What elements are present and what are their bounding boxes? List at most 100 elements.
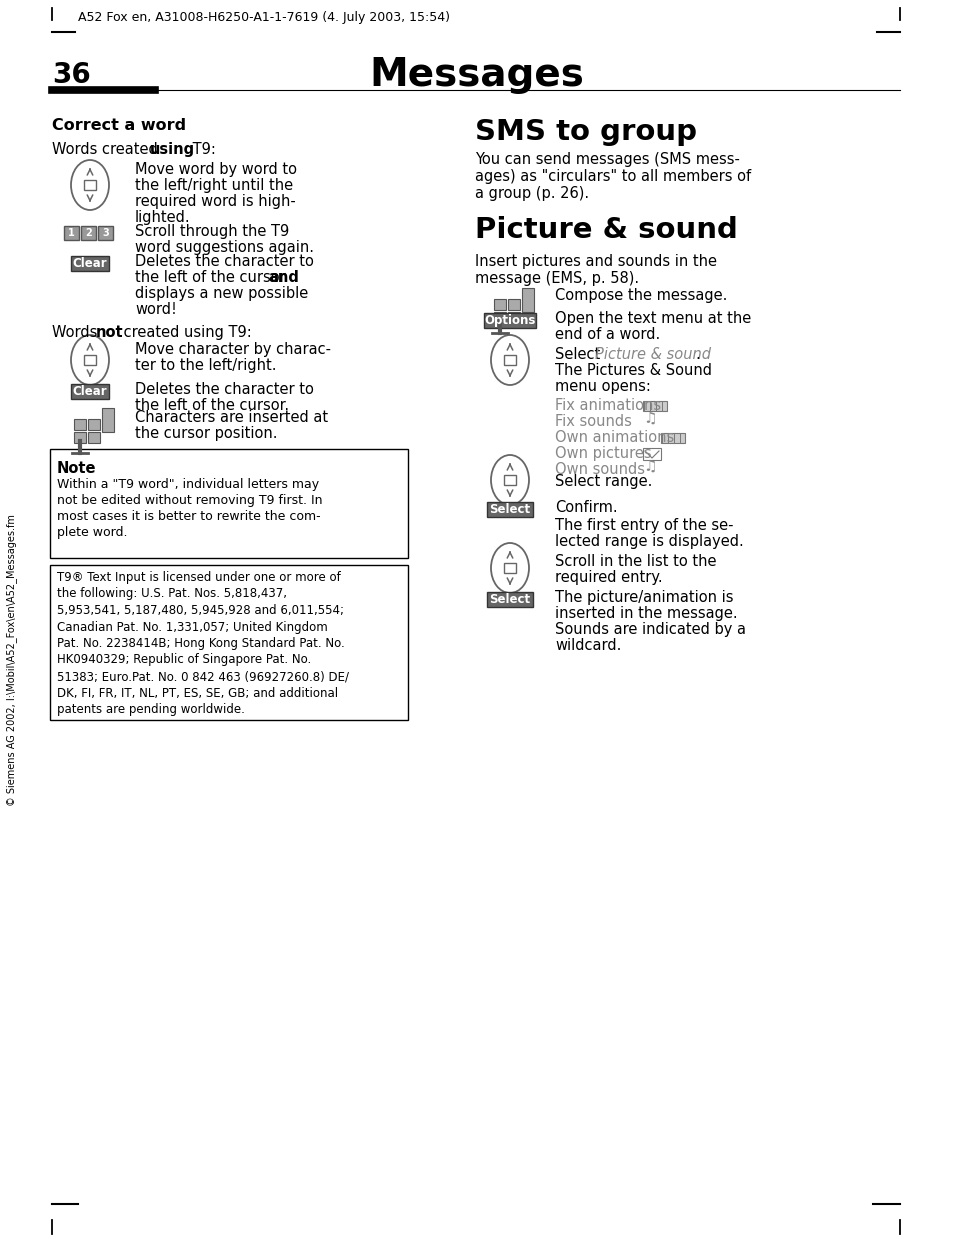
Text: ter to the left/right.: ter to the left/right. [135, 358, 276, 373]
Text: The Pictures & Sound: The Pictures & Sound [555, 363, 711, 378]
FancyBboxPatch shape [507, 299, 519, 310]
Text: ♫: ♫ [642, 410, 656, 425]
Text: 51383; Euro.Pat. No. 0 842 463 (96927260.8) DE/: 51383; Euro.Pat. No. 0 842 463 (96927260… [57, 670, 349, 683]
FancyBboxPatch shape [74, 419, 86, 430]
Text: inserted in the message.: inserted in the message. [555, 606, 737, 621]
Text: not: not [96, 325, 124, 340]
FancyBboxPatch shape [71, 255, 109, 270]
Text: displays a new possible: displays a new possible [135, 287, 308, 302]
FancyBboxPatch shape [71, 384, 109, 399]
Text: menu opens:: menu opens: [555, 379, 650, 394]
Text: Sounds are indicated by a: Sounds are indicated by a [555, 622, 745, 637]
Text: word!: word! [135, 302, 176, 316]
Text: Select: Select [489, 503, 530, 516]
Text: HK0940329; Republic of Singapore Pat. No.: HK0940329; Republic of Singapore Pat. No… [57, 653, 311, 667]
Text: Select: Select [555, 346, 604, 363]
Text: Own animations: Own animations [555, 430, 674, 445]
Text: Select range.: Select range. [555, 473, 652, 488]
Text: Picture & sound: Picture & sound [475, 216, 737, 244]
Text: end of a word.: end of a word. [555, 326, 659, 341]
FancyBboxPatch shape [503, 563, 516, 573]
Text: Clear: Clear [72, 257, 107, 270]
FancyBboxPatch shape [98, 226, 112, 240]
Text: Deletes the character to: Deletes the character to [135, 383, 314, 397]
Text: the left of the cursor.: the left of the cursor. [135, 397, 289, 412]
Text: 3: 3 [102, 228, 109, 238]
Text: Scroll through the T9: Scroll through the T9 [135, 224, 289, 239]
Text: Compose the message.: Compose the message. [555, 288, 726, 303]
Text: Insert pictures and sounds in the: Insert pictures and sounds in the [475, 254, 717, 269]
FancyBboxPatch shape [494, 312, 505, 323]
Text: ages) as "circulars" to all members of: ages) as "circulars" to all members of [475, 169, 750, 184]
Text: © Siemens AG 2002, I:\Mobil\A52_Fox\en\A52_Messages.fm: © Siemens AG 2002, I:\Mobil\A52_Fox\en\A… [7, 515, 17, 806]
Text: The first entry of the se-: The first entry of the se- [555, 518, 733, 533]
Text: required word is high-: required word is high- [135, 194, 295, 209]
Text: Select: Select [489, 593, 530, 606]
FancyBboxPatch shape [74, 432, 86, 444]
Text: wildcard.: wildcard. [555, 638, 620, 653]
Text: T9:: T9: [188, 142, 215, 157]
Text: the following: U.S. Pat. Nos. 5,818,437,: the following: U.S. Pat. Nos. 5,818,437, [57, 588, 287, 601]
Text: Clear: Clear [72, 385, 107, 397]
Text: created using T9:: created using T9: [119, 325, 252, 340]
FancyBboxPatch shape [660, 434, 684, 444]
FancyBboxPatch shape [521, 288, 534, 312]
Text: the left/right until the: the left/right until the [135, 178, 293, 193]
FancyBboxPatch shape [486, 502, 533, 517]
FancyBboxPatch shape [102, 407, 113, 432]
Text: Own sounds: Own sounds [555, 462, 644, 477]
Text: Within a "T9 word", individual letters may: Within a "T9 word", individual letters m… [57, 478, 319, 491]
Text: Fix animations: Fix animations [555, 397, 660, 412]
Text: Fix sounds: Fix sounds [555, 414, 631, 429]
Text: Characters are inserted at: Characters are inserted at [135, 410, 328, 425]
Text: Options: Options [484, 314, 536, 326]
Text: You can send messages (SMS mess-: You can send messages (SMS mess- [475, 152, 740, 167]
FancyBboxPatch shape [507, 312, 519, 323]
FancyBboxPatch shape [503, 355, 516, 365]
Text: The picture/animation is: The picture/animation is [555, 591, 733, 606]
FancyBboxPatch shape [64, 226, 79, 240]
Text: message (EMS, p. 58).: message (EMS, p. 58). [475, 270, 639, 287]
Text: Move character by charac-: Move character by charac- [135, 341, 331, 358]
Text: A52 Fox en, A31008-H6250-A1-1-7619 (4. July 2003, 15:54): A52 Fox en, A31008-H6250-A1-1-7619 (4. J… [78, 10, 450, 24]
Text: 5,953,541, 5,187,480, 5,945,928 and 6,011,554;: 5,953,541, 5,187,480, 5,945,928 and 6,01… [57, 604, 344, 617]
Text: Messages: Messages [369, 56, 584, 93]
FancyBboxPatch shape [494, 299, 505, 310]
Text: not be edited without removing T9 first. In: not be edited without removing T9 first.… [57, 493, 322, 507]
Text: Open the text menu at the: Open the text menu at the [555, 312, 750, 326]
Text: most cases it is better to rewrite the com-: most cases it is better to rewrite the c… [57, 510, 320, 523]
Text: lected range is displayed.: lected range is displayed. [555, 535, 743, 549]
FancyBboxPatch shape [88, 419, 100, 430]
Text: DK, FI, FR, IT, NL, PT, ES, SE, GB; and additional: DK, FI, FR, IT, NL, PT, ES, SE, GB; and … [57, 687, 337, 699]
Text: Deletes the character to: Deletes the character to [135, 254, 314, 269]
Text: ♫: ♫ [642, 459, 656, 473]
Text: Scroll in the list to the: Scroll in the list to the [555, 554, 716, 569]
Text: the left of the cursor: the left of the cursor [135, 270, 290, 285]
Text: Pat. No. 2238414B; Hong Kong Standard Pat. No.: Pat. No. 2238414B; Hong Kong Standard Pa… [57, 637, 344, 650]
Text: Confirm.: Confirm. [555, 500, 617, 515]
Text: 1: 1 [68, 228, 74, 238]
Text: SMS to group: SMS to group [475, 118, 697, 146]
Text: Canadian Pat. No. 1,331,057; United Kingdom: Canadian Pat. No. 1,331,057; United King… [57, 621, 328, 633]
Text: Words: Words [52, 325, 102, 340]
Text: word suggestions again.: word suggestions again. [135, 240, 314, 255]
Text: Note: Note [57, 461, 96, 476]
FancyBboxPatch shape [642, 401, 666, 411]
FancyBboxPatch shape [50, 449, 408, 558]
Text: plete word.: plete word. [57, 526, 128, 540]
Text: .: . [695, 346, 699, 363]
Text: Words created: Words created [52, 142, 162, 157]
FancyBboxPatch shape [88, 432, 100, 444]
Text: and: and [268, 270, 298, 285]
Text: a group (p. 26).: a group (p. 26). [475, 186, 589, 201]
Text: using: using [150, 142, 195, 157]
Text: patents are pending worldwide.: patents are pending worldwide. [57, 703, 245, 716]
FancyBboxPatch shape [81, 226, 96, 240]
Text: 36: 36 [52, 61, 91, 88]
FancyBboxPatch shape [642, 449, 660, 460]
Text: Picture & sound: Picture & sound [595, 346, 710, 363]
FancyBboxPatch shape [486, 592, 533, 607]
FancyBboxPatch shape [50, 564, 408, 720]
Text: the cursor position.: the cursor position. [135, 426, 277, 441]
Text: 2: 2 [85, 228, 91, 238]
